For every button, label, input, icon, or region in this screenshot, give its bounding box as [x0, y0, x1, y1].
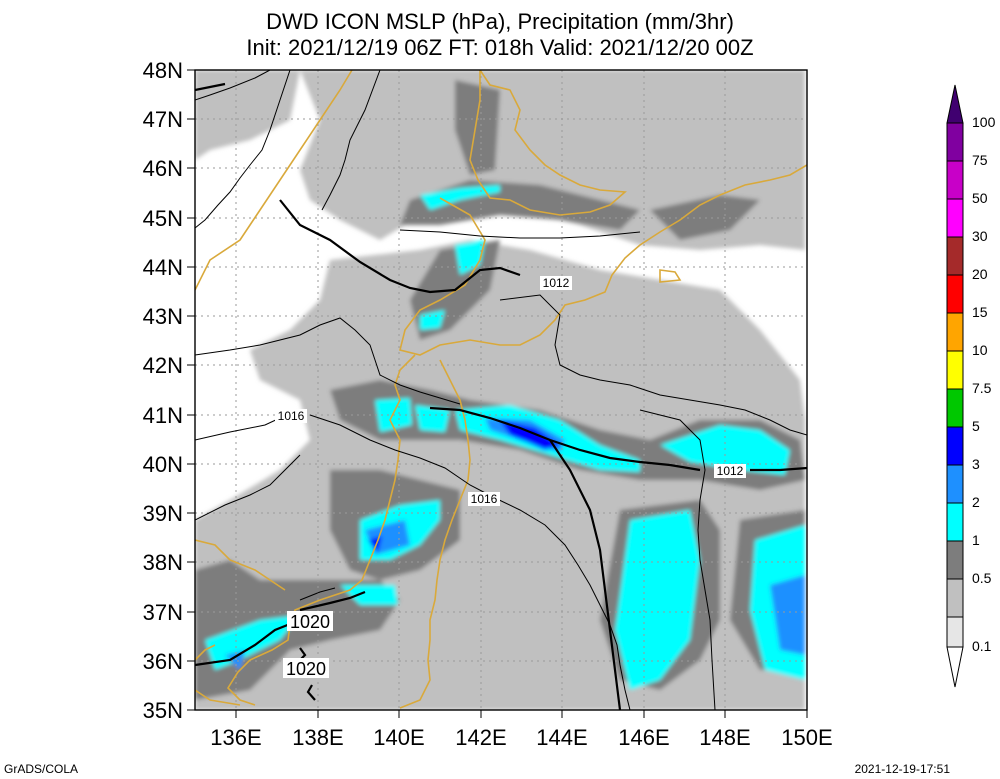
axis-ticks — [187, 69, 808, 718]
map-frame — [194, 69, 808, 711]
legend-label: 2 — [972, 494, 980, 510]
legend-label: 7.5 — [972, 380, 992, 396]
lon-tick-label: 146E — [618, 725, 669, 750]
legend-swatch — [946, 160, 964, 200]
legend-swatch — [946, 312, 964, 352]
isobar-label-bg — [275, 276, 746, 678]
lat-tick-label: 40N — [143, 452, 183, 477]
legend-label: 1 — [972, 532, 980, 548]
lat-tick-label: 43N — [143, 304, 183, 329]
legend-label: 100 — [972, 114, 996, 130]
lon-tick-label: 138E — [292, 725, 343, 750]
legend-label: 0.5 — [972, 570, 992, 586]
lon-tick-label: 148E — [699, 725, 750, 750]
legend-label: 3 — [972, 456, 980, 472]
lat-tick-label: 45N — [143, 206, 183, 231]
lat-tick-label: 47N — [143, 107, 183, 132]
lat-tick-label: 48N — [143, 58, 183, 83]
legend-swatch — [946, 426, 964, 466]
legend-label: 10 — [972, 342, 988, 358]
lat-tick-label: 35N — [143, 698, 183, 723]
lat-tick-label: 46N — [143, 156, 183, 181]
legend-label: 75 — [972, 152, 988, 168]
lat-tick-label: 42N — [143, 353, 183, 378]
lon-tick-label: 144E — [536, 725, 587, 750]
lon-tick-label: 142E — [455, 725, 506, 750]
lat-tick-label: 36N — [143, 649, 183, 674]
isobar-label: 1012 — [717, 464, 744, 478]
footer-credit: GrADS/COLA — [4, 762, 79, 776]
legend-swatch — [946, 464, 964, 504]
legend-swatch — [946, 616, 964, 648]
footer-timestamp: 2021-12-19-17:51 — [854, 762, 950, 776]
legend-swatch-bottom — [946, 646, 964, 688]
isobar-label: 1016 — [278, 409, 305, 423]
chart-title: DWD ICON MSLP (hPa), Precipitation (mm/3… — [266, 9, 734, 34]
lat-tick-label: 38N — [143, 550, 183, 575]
isobar-label: 1016 — [471, 492, 498, 506]
isobar-label: 1020 — [286, 659, 326, 679]
legend-label: 30 — [972, 228, 988, 244]
legend-label: 5 — [972, 418, 980, 434]
isobar-label: 1012 — [543, 276, 570, 290]
lon-tick-label: 140E — [373, 725, 424, 750]
isobars — [195, 70, 807, 710]
legend-swatch — [946, 578, 964, 618]
legend-label: 50 — [972, 190, 988, 206]
chart-subtitle: Init: 2021/12/19 06Z FT: 018h Valid: 202… — [246, 35, 754, 60]
lat-lon-grid — [195, 70, 807, 710]
legend-swatch — [946, 540, 964, 580]
legend-swatch — [946, 198, 964, 238]
lat-tick-label: 44N — [143, 255, 183, 280]
isobars-bold — [195, 82, 807, 710]
color-bar — [946, 84, 964, 688]
legend-swatch-top — [946, 84, 964, 124]
legend-swatch — [946, 236, 964, 276]
isobar-label: 1020 — [290, 612, 330, 632]
legend-label: 0.1 — [972, 638, 992, 654]
lon-tick-label: 136E — [210, 725, 261, 750]
legend-swatch — [946, 274, 964, 314]
legend-swatch — [946, 122, 964, 162]
precipitation-field — [195, 70, 805, 710]
lat-tick-label: 41N — [143, 403, 183, 428]
coastlines — [195, 70, 807, 709]
legend-swatch — [946, 502, 964, 542]
lat-tick-label: 37N — [143, 600, 183, 625]
lon-tick-label: 150E — [781, 725, 832, 750]
legend-label: 15 — [972, 304, 988, 320]
legend-swatch — [946, 350, 964, 390]
legend-swatch — [946, 388, 964, 428]
lat-tick-label: 39N — [143, 501, 183, 526]
legend-label: 20 — [972, 266, 988, 282]
